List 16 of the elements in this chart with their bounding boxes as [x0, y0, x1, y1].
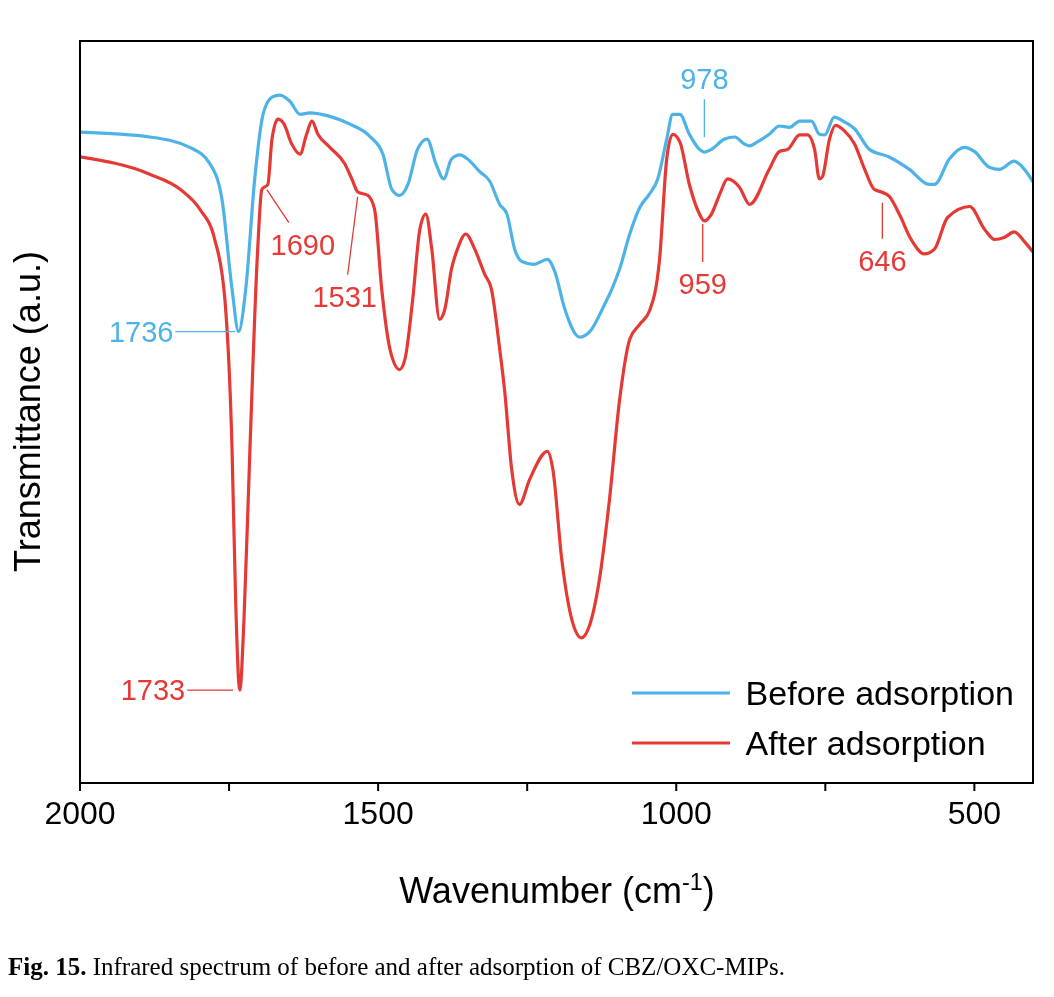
- legend-label: Before adsorption: [745, 673, 1014, 713]
- x-tick-label: 2000: [44, 794, 116, 831]
- legend-label: After adsorption: [745, 723, 986, 763]
- x-tick-label: 1500: [342, 794, 414, 831]
- annotation: 978: [680, 63, 729, 96]
- x-tick-label: 1000: [640, 794, 712, 831]
- annotation: 1690: [270, 228, 336, 261]
- caption: Fig. 15. Infrared spectrum of before and after adsorption of CBZ/OXC-MIPs.: [8, 953, 786, 981]
- annotation: 646: [858, 244, 907, 277]
- annotation: 1736: [108, 315, 174, 348]
- x-tick-label: 500: [947, 794, 1002, 831]
- annotation: 1531: [312, 280, 377, 313]
- annotation: 959: [678, 268, 727, 301]
- y-axis-title: Transmittance (a.u.): [7, 251, 48, 572]
- x-axis-title: Wavenumber (cm$^{-1}$): [399, 869, 715, 911]
- annotation: 1733: [120, 674, 186, 707]
